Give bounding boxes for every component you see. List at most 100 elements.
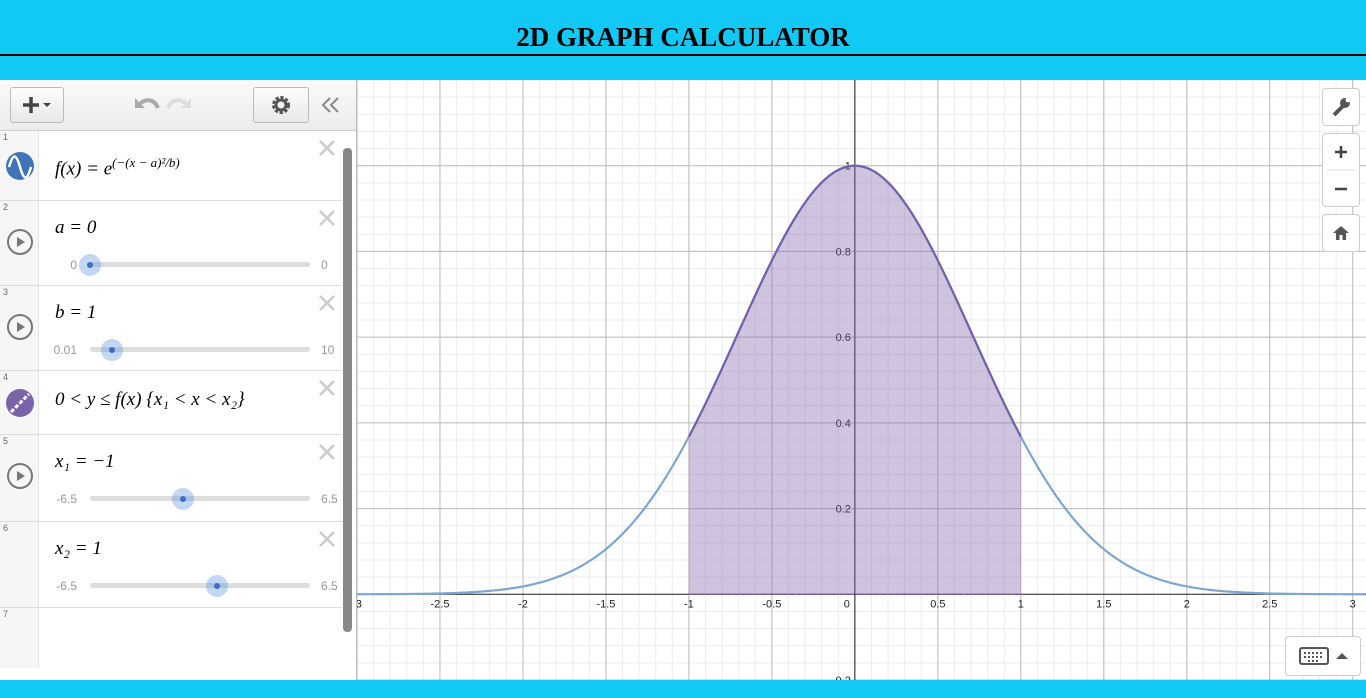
region-icon xyxy=(6,389,34,417)
toolbar xyxy=(0,80,356,131)
close-icon[interactable] xyxy=(318,530,336,548)
slider-max: 0 xyxy=(321,258,328,272)
expression-row[interactable]: 3 b = 1 0.01 10 xyxy=(0,286,342,371)
gutter: 7 xyxy=(0,608,39,668)
gear-icon xyxy=(272,96,290,114)
row-index: 2 xyxy=(3,202,9,212)
home-icon xyxy=(1333,226,1349,240)
graph-canvas: -3 -2.5 -2 -1.5 -1 -0.5 0 0.5 1 1.5 2 2.5 3 -0.2 0.2 0.… xyxy=(357,80,1366,680)
expression-row[interactable]: 4 0 < y ≤ f(x) {x₁ < x < x₂} xyxy=(0,371,342,435)
close-icon[interactable] xyxy=(318,379,336,397)
add-button[interactable] xyxy=(10,87,64,123)
expression-superscript: (−(x − a)²/b) xyxy=(112,155,180,170)
slider-thumb xyxy=(205,575,228,597)
zoom-buttons[interactable] xyxy=(1322,133,1360,207)
x-tick-label: 1.5 xyxy=(1096,598,1111,610)
x-tick-label: 1 xyxy=(1018,598,1024,610)
y-tick-label: 0.4 xyxy=(836,418,851,430)
play-button[interactable] xyxy=(5,461,35,491)
row-index: 7 xyxy=(3,609,9,619)
page-title: 2D GRAPH CALCULATOR xyxy=(516,22,850,52)
wrench-button[interactable] xyxy=(1322,88,1360,126)
close-icon[interactable] xyxy=(318,294,336,312)
region-boundary xyxy=(687,164,1022,438)
x-tick-label: -1.5 xyxy=(596,598,615,610)
close-icon[interactable] xyxy=(318,209,336,227)
collapse-button[interactable] xyxy=(320,95,342,115)
expression-row[interactable]: 7 xyxy=(0,608,342,668)
graph-icon xyxy=(6,152,34,180)
row-index: 4 xyxy=(3,372,9,382)
undo-redo[interactable] xyxy=(132,94,194,116)
play-ring xyxy=(7,463,33,489)
slider-max: 6.5 xyxy=(321,492,338,506)
expression: 0 < y ≤ f(x) {x₁ < x < x₂} xyxy=(55,389,245,410)
close-cross xyxy=(319,295,335,311)
slider-thumb xyxy=(79,254,101,276)
play-triangle xyxy=(17,237,25,247)
close-cross xyxy=(319,531,335,547)
expression: x₁ = −1 xyxy=(55,451,115,472)
y-tick-label: 0.6 xyxy=(836,332,851,344)
x-tick-label: -3 xyxy=(357,598,362,610)
expression-row[interactable]: 2 a = 0 0 0 xyxy=(0,201,342,286)
keyboard-button[interactable] xyxy=(1285,636,1361,676)
slider-min: -6.5 xyxy=(56,579,77,593)
row-index: 6 xyxy=(3,523,9,533)
x-tick-label: -2 xyxy=(518,598,528,610)
expression: a = 0 xyxy=(55,217,97,238)
play-ring xyxy=(7,229,33,255)
play-button[interactable] xyxy=(5,312,35,342)
expression-row[interactable]: 5 x₁ = −1 -6.5 6.5 xyxy=(0,435,342,522)
home-button[interactable] xyxy=(1322,214,1360,252)
y-tick-label: -0.2 xyxy=(832,675,851,680)
x-tick-label: 2 xyxy=(1184,598,1190,610)
wrench-icon xyxy=(1332,97,1351,117)
play-button[interactable] xyxy=(5,227,35,257)
row-index: 1 xyxy=(3,132,9,142)
x-tick-label: 0.5 xyxy=(930,598,945,610)
close-icon[interactable] xyxy=(318,443,336,461)
slider-track xyxy=(79,254,310,276)
x-tick-label: 2.5 xyxy=(1262,598,1277,610)
play-triangle xyxy=(17,471,25,481)
slider-track xyxy=(90,575,310,597)
row-index: 5 xyxy=(3,436,9,446)
expression: x₂ = 1 xyxy=(55,538,102,559)
slider-thumb xyxy=(100,339,123,361)
settings-button[interactable] xyxy=(253,87,309,123)
y-tick-label: 0.2 xyxy=(836,504,851,516)
scrollbar[interactable] xyxy=(343,148,352,632)
x-tick-label: -1 xyxy=(684,598,694,610)
slider-max: 10 xyxy=(321,343,335,357)
expression-panel: 1 f(x) = e(−(x − a)²/b) 2 a = 0 0 0 3 b = 1 0… xyxy=(0,80,357,680)
expression-row[interactable]: 6 x₂ = 1 -6.5 6.5 xyxy=(0,522,342,608)
close-cross xyxy=(319,444,335,460)
gutter: 3 xyxy=(0,286,39,370)
x-tick-label: -0.5 xyxy=(762,598,781,610)
slider-thumb xyxy=(172,488,195,510)
expression-base: f(x) = e xyxy=(55,158,113,180)
graph-background xyxy=(357,80,1366,680)
gutter: 4 xyxy=(0,371,39,434)
shaded-region xyxy=(688,165,1021,595)
slider-min: 0 xyxy=(70,258,77,272)
keyboard-icon xyxy=(1299,647,1348,665)
x-tick-label: -2.5 xyxy=(430,598,449,610)
expression: f(x) = e(−(x − a)²/b) xyxy=(55,155,180,180)
play-triangle xyxy=(17,322,25,332)
slider-max: 6.5 xyxy=(321,579,338,593)
close-icon[interactable] xyxy=(318,139,336,157)
close-cross xyxy=(319,380,335,396)
x-tick-label: 0 xyxy=(844,598,850,610)
slider-min: -6.5 xyxy=(56,492,77,506)
row-index: 3 xyxy=(3,287,9,297)
add-icon xyxy=(23,97,51,113)
slider-track xyxy=(90,339,310,361)
close-cross xyxy=(319,140,335,156)
zoom-icons xyxy=(1327,146,1355,191)
gutter: 2 xyxy=(0,201,39,285)
expression-row[interactable]: 1 f(x) = e(−(x − a)²/b) xyxy=(0,131,342,201)
expression: b = 1 xyxy=(55,302,97,323)
